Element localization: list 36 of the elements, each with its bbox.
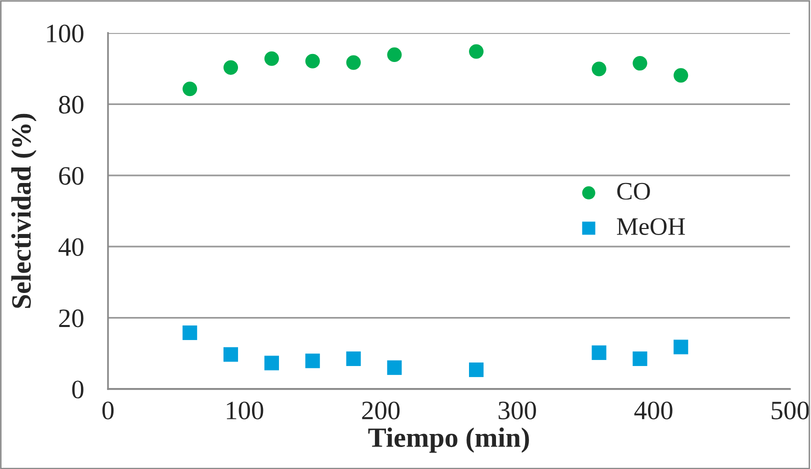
point [632,56,648,71]
point [592,62,606,76]
x-tick-label: 400 [634,402,672,420]
point [632,351,648,366]
point [305,354,320,368]
point [387,360,402,375]
x-axis-title: Tiempo (min) [368,428,529,453]
y-tick-label: 80 [59,96,84,114]
legend-label: MeOH [616,218,685,235]
point [182,325,198,340]
point [592,345,606,360]
point [674,340,688,354]
x-tick-label: 0 [102,402,114,420]
y-tick-label: 40 [58,238,84,256]
point [264,356,279,370]
point [468,44,484,59]
x-tick-label: 300 [498,402,536,420]
point [223,347,238,362]
y-tick-label: 60 [59,167,84,185]
x-tick-label: 100 [226,402,264,420]
point [346,351,361,366]
y-tick-label: 0 [72,380,84,398]
y-tick-label: 20 [59,309,84,328]
point [387,47,402,62]
y-axis-title: Selectividad (%) [11,114,36,308]
point [305,54,320,68]
point [264,51,279,66]
point [468,362,484,378]
x-tick-label: 200 [362,402,400,420]
y-tick-label: 100 [47,24,84,42]
point [182,82,198,96]
x-tick-label: 500 [772,402,809,420]
legend-label: CO [617,182,650,200]
point [346,55,361,70]
point [223,60,238,75]
point [674,68,688,83]
